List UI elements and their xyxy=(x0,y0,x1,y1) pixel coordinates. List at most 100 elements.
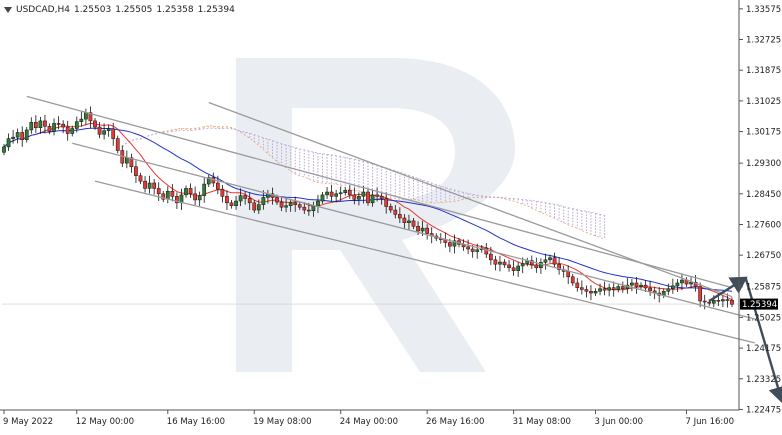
candle xyxy=(375,187,379,202)
candle xyxy=(366,189,370,206)
candle xyxy=(452,234,457,254)
candle xyxy=(261,190,266,210)
candle xyxy=(65,120,70,141)
candle-up xyxy=(516,265,520,271)
candle-up xyxy=(370,194,375,204)
candle-up xyxy=(15,132,20,138)
candle xyxy=(307,202,311,216)
candle xyxy=(593,288,598,296)
candle xyxy=(684,277,689,287)
candle xyxy=(634,276,639,294)
candle-down xyxy=(730,300,734,305)
candle-down xyxy=(511,267,516,271)
y-tick-label: 1.28450 xyxy=(746,190,781,200)
candle xyxy=(220,185,225,203)
candle-down xyxy=(611,287,616,290)
candle xyxy=(93,118,97,130)
time-axis[interactable]: 9 May 2022 12 May 00:00 16 May 16:00 19 May… xyxy=(3,410,734,427)
candle xyxy=(725,293,730,308)
candle xyxy=(502,259,507,268)
candle-down xyxy=(347,189,352,196)
x-tick-label: 16 May 16:00 xyxy=(167,417,225,427)
candle-up xyxy=(261,197,266,205)
candle-up xyxy=(288,202,293,206)
candle-down xyxy=(134,166,138,177)
candle-up xyxy=(202,183,207,196)
candle-down xyxy=(97,126,102,135)
candle xyxy=(611,281,616,297)
candle xyxy=(352,187,357,205)
candle xyxy=(721,295,725,308)
candle-up xyxy=(338,192,343,195)
candle xyxy=(47,123,52,135)
candle-down xyxy=(448,242,452,247)
candle xyxy=(639,282,643,290)
candle xyxy=(256,199,261,215)
price-axis[interactable]: 1.33575 1.32725 1.31875 1.31025 1.30175 1.293… xyxy=(739,5,781,416)
candle xyxy=(602,281,607,296)
candle-down xyxy=(293,202,298,205)
candle-down xyxy=(493,259,498,265)
candle-down xyxy=(225,196,229,204)
candle-up xyxy=(238,195,243,202)
y-tick-label: 1.25025 xyxy=(746,313,781,323)
candle-down xyxy=(470,248,475,252)
x-tick-label: 31 May 08:00 xyxy=(513,417,571,427)
candle-down xyxy=(170,191,175,197)
candle-up xyxy=(106,128,111,131)
candle xyxy=(580,280,584,295)
candle xyxy=(216,175,220,195)
candle-down xyxy=(575,282,580,288)
x-tick-label: 7 Jun 16:00 xyxy=(686,417,735,427)
y-tick-label: 1.33575 xyxy=(746,5,781,15)
candle xyxy=(525,257,530,267)
candle xyxy=(343,187,348,196)
candle-down xyxy=(138,175,143,182)
candle-down xyxy=(484,247,489,255)
candle xyxy=(661,288,666,299)
candle-down xyxy=(702,300,707,303)
candle xyxy=(206,174,211,187)
candle-up xyxy=(452,240,457,247)
candle xyxy=(184,185,188,198)
candle-down xyxy=(698,286,702,302)
candle-down xyxy=(634,282,639,287)
chart-title: USDCAD,H4 1.25503 1.25505 1.25358 1.2539… xyxy=(4,4,235,16)
candle-up xyxy=(52,123,56,132)
candle xyxy=(666,283,671,296)
candle xyxy=(334,189,338,203)
candle-down xyxy=(366,191,370,204)
candle xyxy=(29,117,34,134)
candle-down xyxy=(529,260,534,266)
dropdown-triangle-icon[interactable] xyxy=(4,7,12,13)
candle xyxy=(320,192,325,204)
candle-down xyxy=(580,287,584,290)
candle-down xyxy=(56,123,61,125)
y-tick-label: 1.26750 xyxy=(746,251,781,261)
candle xyxy=(74,116,79,133)
candles xyxy=(2,106,734,310)
candle xyxy=(675,278,680,292)
y-tick-label: 1.27600 xyxy=(746,220,781,230)
candle-down xyxy=(557,263,561,270)
candle-down xyxy=(152,182,157,189)
candle-down xyxy=(279,201,284,208)
forecast-arrow xyxy=(744,277,782,404)
candle-up xyxy=(334,193,338,197)
candle xyxy=(156,182,161,202)
candle xyxy=(297,201,302,211)
candle xyxy=(357,192,361,206)
candle-up xyxy=(598,288,602,292)
candle-down xyxy=(489,253,493,261)
candle-down xyxy=(247,198,252,204)
x-tick-label: 9 May 2022 xyxy=(3,417,53,427)
candle xyxy=(56,116,61,130)
candle-up xyxy=(125,157,129,164)
candle-down xyxy=(466,246,470,250)
candle xyxy=(398,207,402,224)
candle xyxy=(225,190,229,211)
candle-down xyxy=(379,196,384,199)
candle-down xyxy=(552,257,557,265)
candle-up xyxy=(256,204,261,211)
candle xyxy=(129,153,134,173)
